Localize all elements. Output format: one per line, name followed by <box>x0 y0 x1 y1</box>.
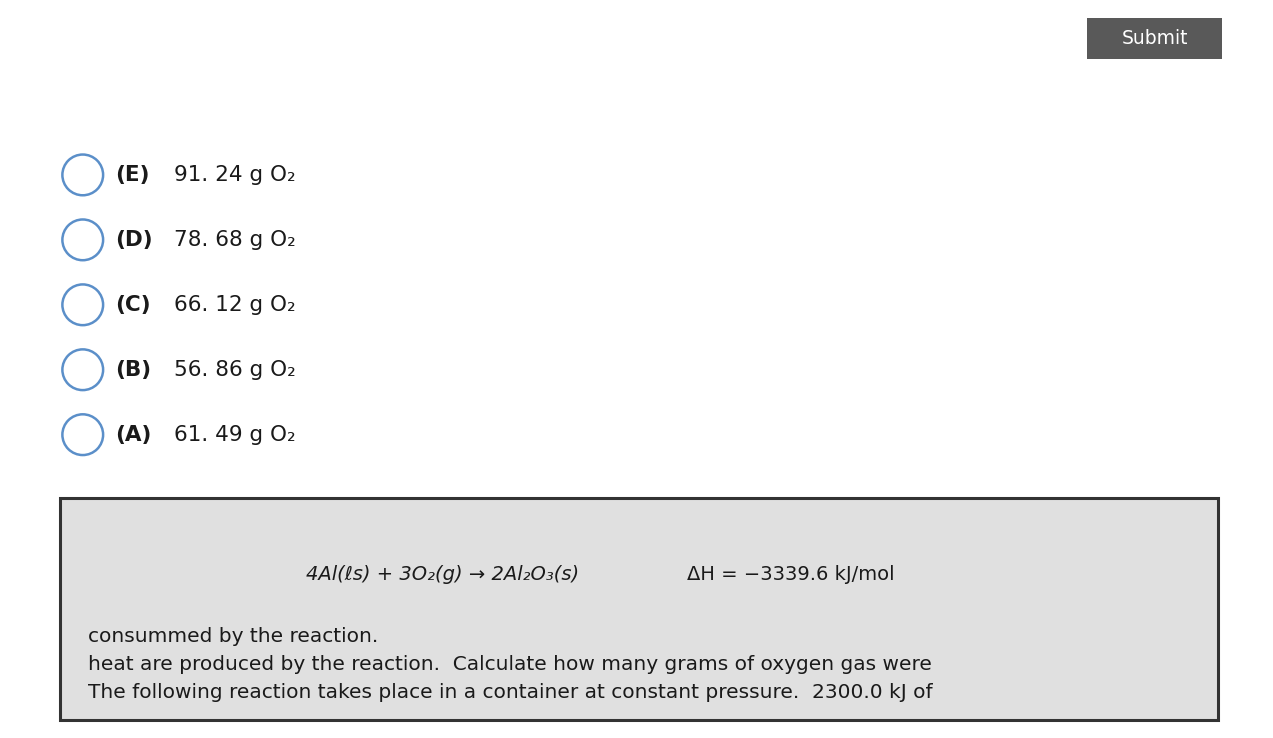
Text: 91. 24 g O₂: 91. 24 g O₂ <box>174 165 295 185</box>
Text: (A): (A) <box>116 424 151 445</box>
Text: (C): (C) <box>116 294 151 315</box>
Text: The following reaction takes place in a container at constant pressure.  2300.0 : The following reaction takes place in a … <box>88 683 932 702</box>
Text: (D): (D) <box>116 230 153 250</box>
Text: 4Al(ℓs) + 3O₂(g) → 2Al₂O₃(s): 4Al(ℓs) + 3O₂(g) → 2Al₂O₃(s) <box>306 565 579 584</box>
Text: heat are produced by the reaction.  Calculate how many grams of oxygen gas were: heat are produced by the reaction. Calcu… <box>88 655 932 674</box>
Text: consummed by the reaction.: consummed by the reaction. <box>88 627 378 646</box>
Text: (E): (E) <box>116 165 150 185</box>
Text: ΔH = −3339.6 kJ/mol: ΔH = −3339.6 kJ/mol <box>687 565 895 584</box>
Text: 78. 68 g O₂: 78. 68 g O₂ <box>174 230 295 250</box>
Text: Submit: Submit <box>1122 30 1188 48</box>
Text: (B): (B) <box>116 359 151 380</box>
Text: 66. 12 g O₂: 66. 12 g O₂ <box>174 294 295 315</box>
FancyBboxPatch shape <box>1087 18 1222 59</box>
Text: 56. 86 g O₂: 56. 86 g O₂ <box>174 359 295 380</box>
Text: 61. 49 g O₂: 61. 49 g O₂ <box>174 424 295 445</box>
FancyBboxPatch shape <box>60 498 1218 720</box>
